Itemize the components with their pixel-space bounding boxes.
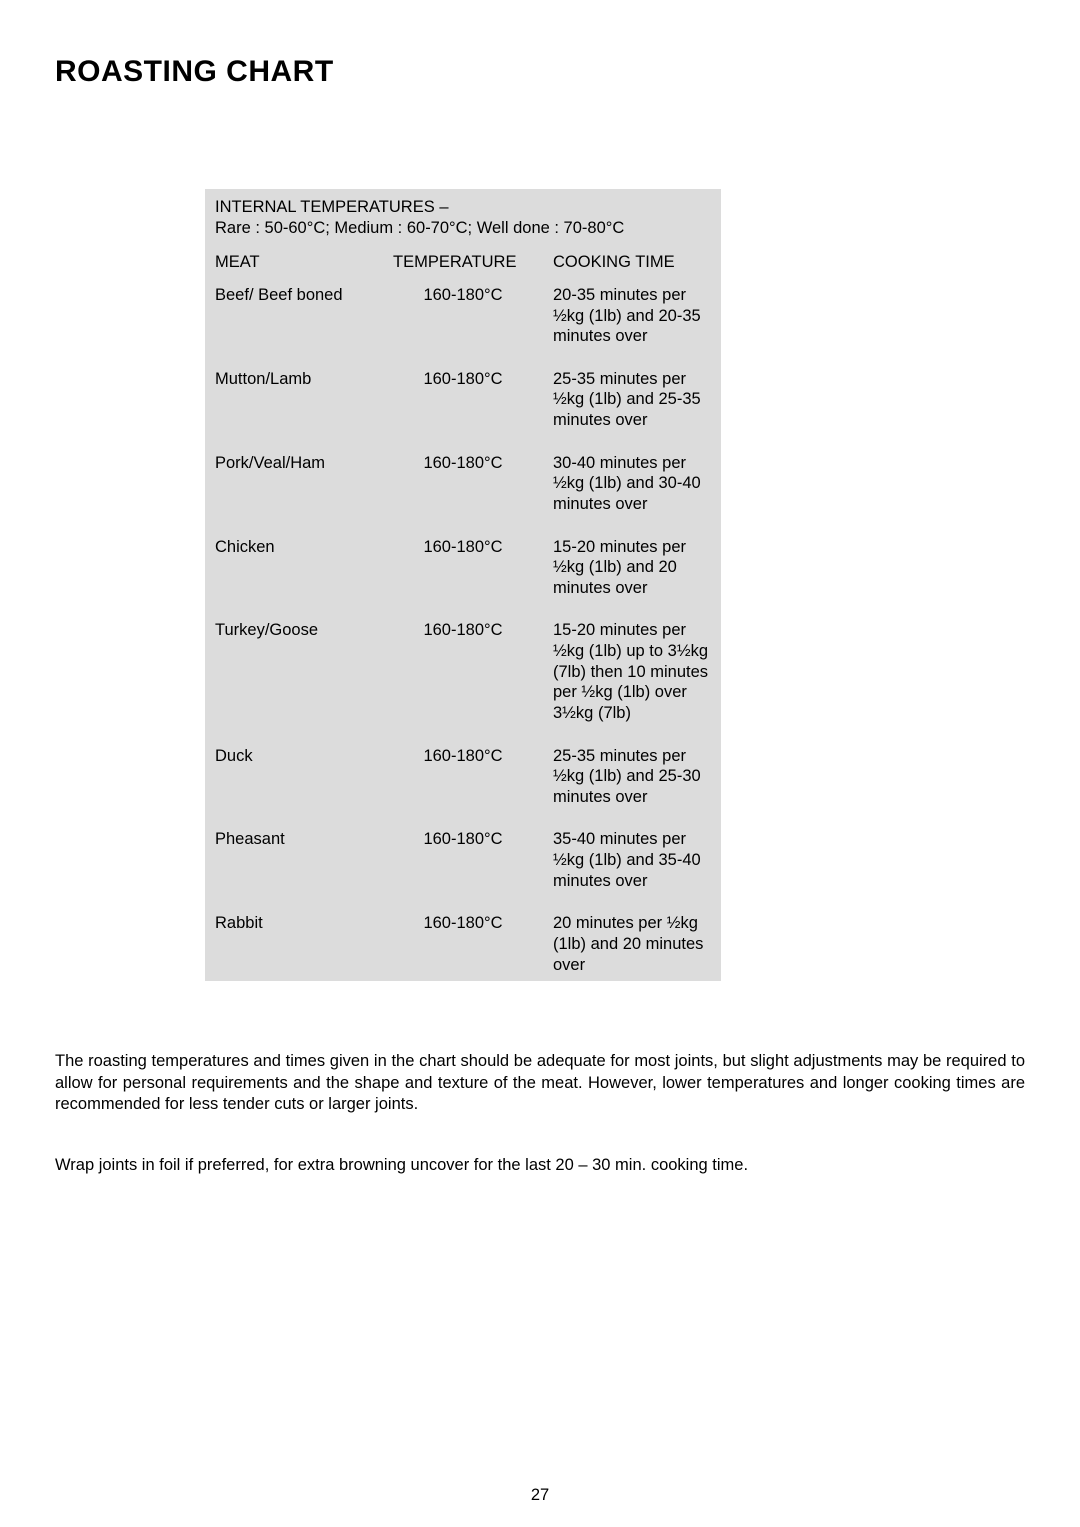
cell-meat: Pork/Veal/Ham: [205, 447, 383, 521]
intro-row: INTERNAL TEMPERATURES – Rare : 50-60°C; …: [205, 189, 721, 246]
gap-row: [205, 604, 721, 614]
cell-meat: Turkey/Goose: [205, 614, 383, 729]
cell-meat: Beef/ Beef boned: [205, 279, 383, 353]
cell-time: 35-40 minutes per ½kg (1lb) and 35-40 mi…: [543, 823, 721, 897]
gap-row: [205, 437, 721, 447]
table-row: Chicken 160-180°C 15-20 minutes per ½kg …: [205, 531, 721, 605]
cell-time: 15-20 minutes per ½kg (1lb) up to 3½kg (…: [543, 614, 721, 729]
header-temp: TEMPERATURE: [383, 246, 543, 279]
cell-temp: 160-180°C: [383, 447, 543, 521]
cell-temp: 160-180°C: [383, 279, 543, 353]
cell-meat: Chicken: [205, 531, 383, 605]
header-row: MEAT TEMPERATURE COOKING TIME: [205, 246, 721, 279]
table-row: Mutton/Lamb 160-180°C 25-35 minutes per …: [205, 363, 721, 437]
cell-meat: Pheasant: [205, 823, 383, 897]
page-number: 27: [0, 1486, 1080, 1505]
cell-temp: 160-180°C: [383, 614, 543, 729]
cell-time: 15-20 minutes per ½kg (1lb) and 20 minut…: [543, 531, 721, 605]
table-row: Rabbit 160-180°C 20 minutes per ½kg (1lb…: [205, 907, 721, 981]
table-row: Beef/ Beef boned 160-180°C 20-35 minutes…: [205, 279, 721, 353]
cell-temp: 160-180°C: [383, 531, 543, 605]
gap-row: [205, 730, 721, 740]
roasting-table: INTERNAL TEMPERATURES – Rare : 50-60°C; …: [205, 189, 721, 981]
cell-time: 20-35 minutes per ½kg (1lb) and 20-35 mi…: [543, 279, 721, 353]
cell-time: 30-40 minutes per ½kg (1lb) and 30-40 mi…: [543, 447, 721, 521]
gap-row: [205, 813, 721, 823]
notes-section: The roasting temperatures and times give…: [55, 1051, 1025, 1177]
table-row: Pork/Veal/Ham 160-180°C 30-40 minutes pe…: [205, 447, 721, 521]
note-paragraph-2: Wrap joints in foil if preferred, for ex…: [55, 1155, 1025, 1176]
cell-meat: Duck: [205, 740, 383, 814]
cell-temp: 160-180°C: [383, 907, 543, 981]
intro-line2: Rare : 50-60°C; Medium : 60-70°C; Well d…: [215, 219, 624, 237]
cell-meat: Mutton/Lamb: [205, 363, 383, 437]
table-row: Pheasant 160-180°C 35-40 minutes per ½kg…: [205, 823, 721, 897]
cell-temp: 160-180°C: [383, 363, 543, 437]
gap-row: [205, 521, 721, 531]
cell-time: 20 minutes per ½kg (1lb) and 20 minutes …: [543, 907, 721, 981]
table-row: Turkey/Goose 160-180°C 15-20 minutes per…: [205, 614, 721, 729]
gap-row: [205, 897, 721, 907]
cell-meat: Rabbit: [205, 907, 383, 981]
chart-container: INTERNAL TEMPERATURES – Rare : 50-60°C; …: [205, 189, 721, 981]
intro-cell: INTERNAL TEMPERATURES – Rare : 50-60°C; …: [205, 189, 721, 246]
note-paragraph-1: The roasting temperatures and times give…: [55, 1051, 1025, 1115]
cell-temp: 160-180°C: [383, 740, 543, 814]
gap-row: [205, 353, 721, 363]
page-title: ROASTING CHART: [55, 55, 1025, 89]
cell-time: 25-35 minutes per ½kg (1lb) and 25-35 mi…: [543, 363, 721, 437]
intro-line1: INTERNAL TEMPERATURES –: [215, 198, 449, 216]
header-meat: MEAT: [205, 246, 383, 279]
cell-time: 25-35 minutes per ½kg (1lb) and 25-30 mi…: [543, 740, 721, 814]
header-time: COOKING TIME: [543, 246, 721, 279]
table-row: Duck 160-180°C 25-35 minutes per ½kg (1l…: [205, 740, 721, 814]
cell-temp: 160-180°C: [383, 823, 543, 897]
page: ROASTING CHART INTERNAL TEMPERATURES – R…: [0, 0, 1080, 1527]
